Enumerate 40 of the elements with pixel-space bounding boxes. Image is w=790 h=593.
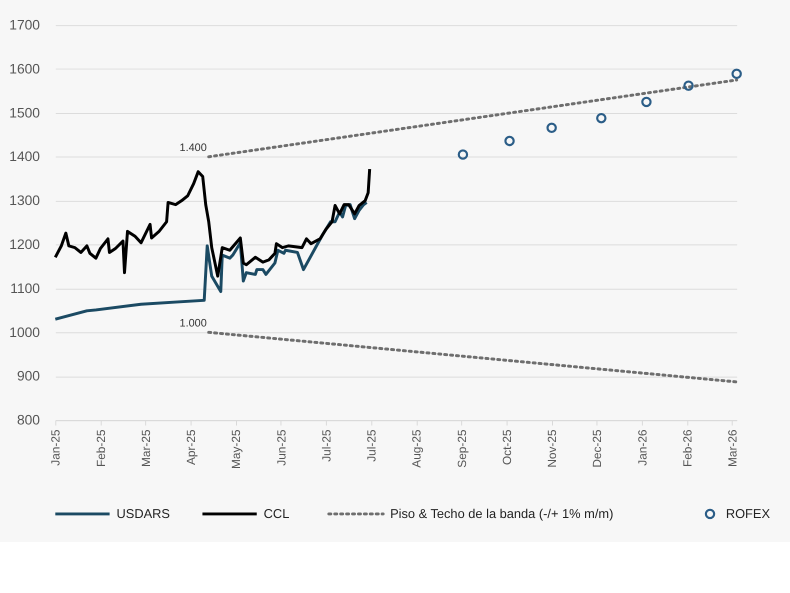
- x-tick-label: Apr-25: [184, 429, 198, 466]
- legend-label: Piso & Techo de la banda (-/+ 1% m/m): [390, 506, 614, 521]
- x-tick-label: Jun-25: [274, 429, 288, 466]
- x-tick-label: Feb-26: [680, 429, 694, 468]
- annotation: 1.400: [180, 142, 207, 154]
- point: [731, 68, 742, 80]
- y-tick-label: 1500: [9, 104, 40, 120]
- x-tick-label: Nov-25: [545, 429, 560, 468]
- legend-label: ROFEX: [726, 506, 770, 521]
- x-tick-label: Dec-25: [590, 429, 604, 468]
- x-tick-label: Jul-25: [319, 429, 334, 462]
- y-tick-label: 1300: [9, 192, 40, 208]
- y-tick-label: 1000: [9, 324, 40, 340]
- legend-label: USDARS: [116, 506, 170, 521]
- point: [546, 122, 557, 134]
- x-tick-label: Mar-26: [726, 429, 740, 468]
- annotation: 1.000: [180, 317, 207, 330]
- x-tick-label: Oct-25: [500, 429, 514, 466]
- y-tick-label: 900: [16, 368, 40, 384]
- point: [458, 149, 468, 160]
- y-tick-label: 1200: [9, 236, 40, 252]
- x-tick-label: Jan-25: [48, 429, 63, 466]
- y-tick-label: 1400: [9, 148, 40, 164]
- line-series: [54, 168, 372, 278]
- x-tick-label: Mar-25: [138, 429, 153, 468]
- legend-label: CCL: [264, 506, 290, 521]
- x-tick-label: Jul-25: [364, 429, 379, 462]
- x-tick-label: Aug-25: [410, 429, 424, 468]
- point: [683, 80, 694, 91]
- y-tick-label: 1600: [9, 60, 40, 76]
- x-tick-label: Sep-25: [454, 429, 469, 468]
- y-tick-label: 800: [16, 412, 40, 428]
- point: [504, 136, 515, 146]
- x-tick-label: May-25: [229, 429, 244, 469]
- point: [641, 96, 652, 108]
- x-tick-label: Jan-26: [635, 429, 650, 466]
- y-tick-label: 1100: [10, 280, 40, 296]
- point: [596, 112, 607, 124]
- y-tick-label: 1700: [9, 16, 40, 33]
- x-tick-label: Feb-25: [94, 429, 108, 468]
